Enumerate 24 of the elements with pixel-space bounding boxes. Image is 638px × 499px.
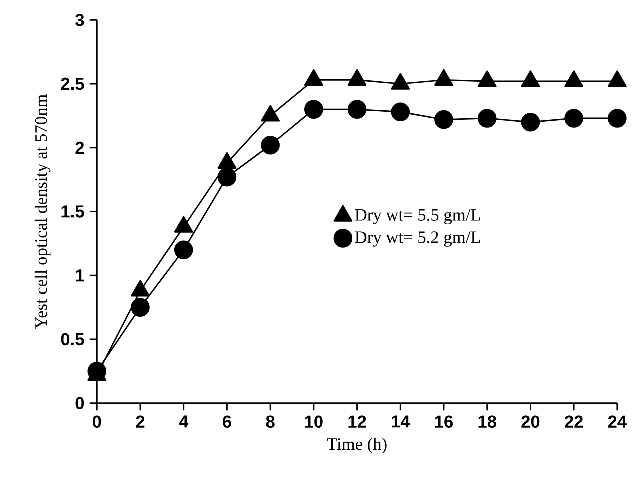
- y-tick-label: 1: [76, 270, 84, 282]
- x-tick-label: 2: [136, 416, 145, 428]
- y-tick-label: 2: [76, 142, 84, 154]
- x-tick-label: 16: [435, 416, 454, 428]
- x-tick-label: 6: [223, 416, 232, 428]
- x-tick-label: 22: [565, 416, 584, 428]
- y-tick-label: 2.5: [61, 78, 84, 90]
- x-tick-label: 10: [305, 416, 323, 428]
- x-tick-label: 0: [92, 416, 102, 428]
- x-tick-label: 24: [608, 416, 627, 428]
- x-tick-label: 20: [522, 416, 540, 428]
- y-tick-label: 3: [76, 14, 84, 26]
- x-tick-label: 14: [392, 416, 410, 428]
- x-tick-label: 8: [266, 416, 275, 428]
- legend-label: Dry wt= 5.5 gm/L: [355, 209, 480, 225]
- y-tick-label: 0.5: [61, 333, 84, 346]
- x-tick-label: 4: [179, 416, 189, 428]
- x-tick-label: 12: [348, 416, 366, 428]
- y-tick-label: 0: [76, 397, 84, 410]
- x-tick-label: 18: [478, 416, 496, 428]
- legend-label: Dry wt= 5.2 gm/L: [355, 232, 480, 247]
- y-tick-label: 1.5: [62, 206, 84, 218]
- x-axis-title: Time (h): [327, 438, 387, 454]
- y-axis-title: Yest cell optical density at 570nm: [34, 94, 51, 330]
